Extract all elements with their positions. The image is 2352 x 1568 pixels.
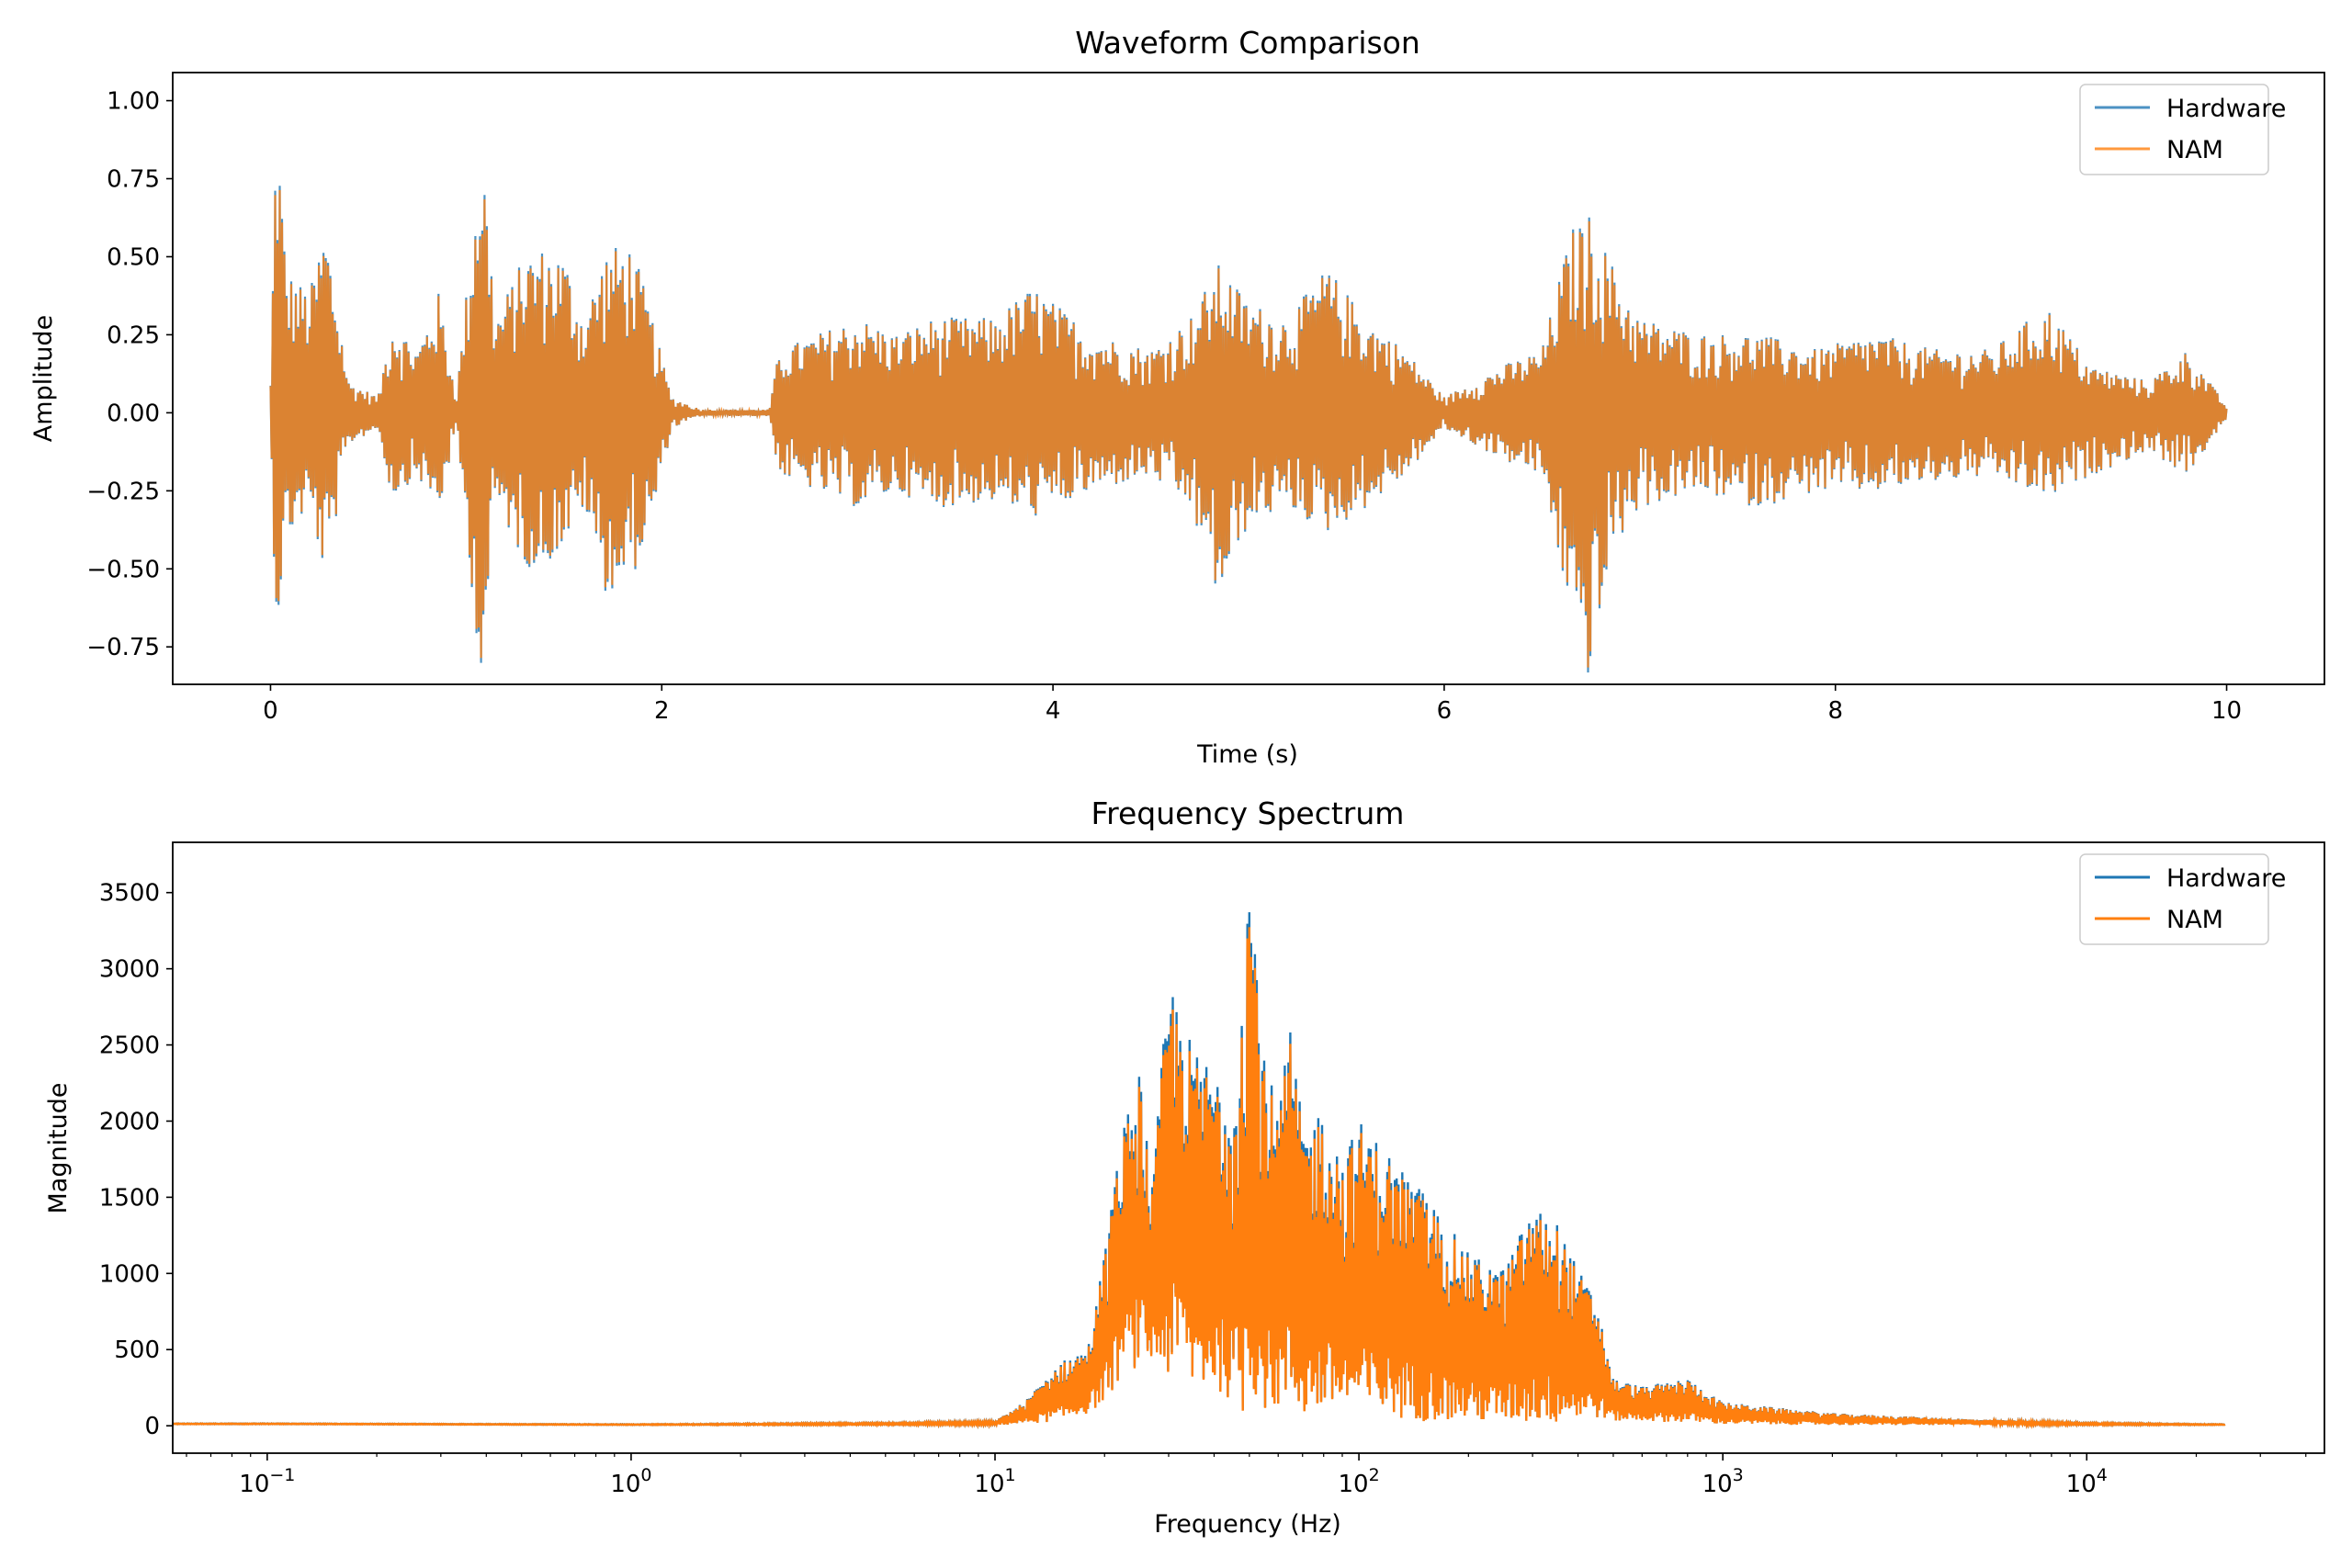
waveform-x-tick-label: 10: [2211, 697, 2242, 725]
spectrum-y-ticks: 0 500 1000 1500 2000 2500 3000 3500: [99, 880, 173, 1440]
spectrum-x-tick-label: 100: [610, 1465, 651, 1498]
waveform-title: Waveform Comparison: [1075, 25, 1420, 61]
spectrum-title: Frequency Spectrum: [1091, 795, 1405, 831]
spectrum-y-tick-label: 1000: [99, 1260, 160, 1288]
waveform-x-tick-label: 2: [654, 697, 670, 725]
spectrum-chart: Frequency Spectrum 10−1 100 101 102 103 104 0…: [44, 795, 2325, 1539]
spectrum-x-tick-label: 102: [1339, 1465, 1380, 1498]
waveform-x-ticks: 0 2 4 6 8 10: [263, 684, 2242, 725]
spectrum-y-tick-label: 1500: [99, 1184, 160, 1212]
waveform-x-tick-label: 4: [1046, 697, 1061, 725]
waveform-axes-frame: [172, 72, 2325, 685]
waveform-x-tick-label: 6: [1437, 697, 1453, 725]
waveform-legend-hardware-label: Hardware: [2166, 95, 2286, 123]
waveform-legend: Hardware NAM: [2079, 84, 2286, 175]
spectrum-y-label: Magnitude: [44, 1082, 73, 1213]
spectrum-x-tick-label: 10−1: [239, 1465, 295, 1498]
spectrum-x-tick-label: 103: [1702, 1465, 1744, 1498]
waveform-y-tick-label: 0.25: [107, 321, 160, 349]
waveform-y-tick-label: 0.50: [107, 243, 160, 271]
spectrum-legend-nam-label: NAM: [2166, 906, 2223, 934]
spectrum-x-tick-label: 104: [2066, 1465, 2108, 1498]
spectrum-axes-frame: [172, 841, 2325, 1454]
spectrum-x-ticks: 10−1 100 101 102 103 104: [186, 1453, 2307, 1498]
waveform-y-tick-label: −0.50: [86, 556, 160, 583]
waveform-x-label: Time (s): [1196, 740, 1298, 769]
waveform-plot-area: [269, 186, 2228, 673]
spectrum-y-tick-label: 2500: [99, 1032, 160, 1060]
spectrum-x-tick-label: 101: [974, 1465, 1015, 1498]
waveform-y-tick-label: −0.75: [86, 634, 160, 661]
spectrum-plot-area: [172, 912, 2226, 1430]
waveform-x-tick-label: 0: [263, 697, 278, 725]
spectrum-legend-hardware-label: Hardware: [2166, 864, 2286, 893]
waveform-x-tick-label: 8: [1827, 697, 1843, 725]
waveform-y-ticks: −0.75 −0.50 −0.25 0.00 0.25 0.50 0.75 1.00: [86, 88, 173, 661]
spectrum-x-label: Frequency (Hz): [1154, 1510, 1341, 1539]
spectrum-y-tick-label: 2000: [99, 1108, 160, 1135]
waveform-y-label: Amplitude: [29, 315, 58, 442]
waveform-chart: Waveform Comparison 0 2 4 6 8 10 −0.75−0.50−0…: [29, 25, 2325, 769]
spectrum-y-tick-label: 500: [114, 1337, 160, 1364]
spectrum-series-nam: [172, 927, 2226, 1430]
waveform-y-tick-label: 1.00: [107, 88, 160, 116]
waveform-y-tick-label: −0.25: [86, 478, 160, 505]
waveform-series-nam: [269, 189, 2228, 668]
spectrum-y-tick-label: 3000: [99, 956, 160, 984]
spectrum-legend: Hardware NAM: [2079, 853, 2286, 945]
waveform-legend-nam-label: NAM: [2166, 136, 2223, 164]
waveform-y-tick-label: 0.75: [107, 166, 160, 194]
spectrum-y-tick-label: 3500: [99, 880, 160, 908]
waveform-y-tick-label: 0.00: [107, 400, 160, 427]
spectrum-y-tick-label: 0: [144, 1413, 160, 1440]
